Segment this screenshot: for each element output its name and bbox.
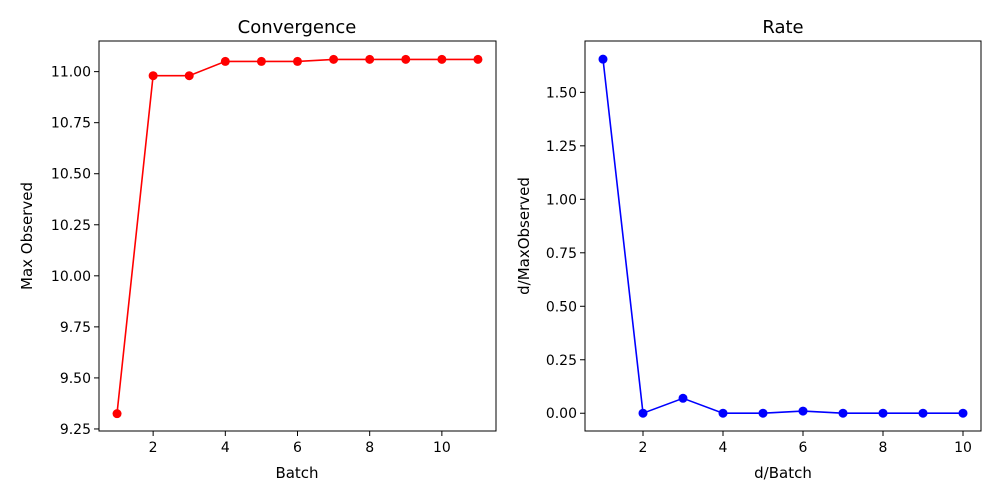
data-point	[758, 408, 768, 418]
x-tick-label: 4	[221, 440, 230, 456]
y-tick-label: 0.00	[546, 406, 577, 422]
data-point	[638, 408, 648, 418]
y-axis-label: Max Observed	[18, 182, 36, 290]
x-tick-label: 2	[639, 440, 648, 456]
data-point	[184, 71, 194, 81]
data-point	[878, 408, 888, 418]
data-point	[838, 408, 848, 418]
data-point	[918, 408, 928, 418]
chart-title: Convergence	[238, 17, 357, 38]
data-point	[256, 56, 266, 66]
x-tick-label: 2	[149, 440, 158, 456]
data-point	[365, 54, 375, 64]
data-point	[220, 56, 230, 66]
series-group	[598, 54, 968, 418]
data-point	[329, 54, 339, 64]
y-tick-label: 11.00	[51, 65, 91, 81]
y-tick-label: 10.00	[51, 269, 91, 285]
data-point	[798, 406, 808, 416]
x-axis-label: d/Batch	[754, 464, 812, 482]
x-tick-label: 6	[293, 440, 302, 456]
data-point	[678, 393, 688, 403]
x-axis-label: Batch	[275, 464, 318, 482]
data-point	[718, 408, 728, 418]
y-tick-label: 9.75	[60, 320, 91, 336]
x-tick-label: 10	[954, 440, 972, 456]
axes-frame	[584, 40, 982, 432]
y-axis-label: d/MaxObserved	[515, 177, 533, 295]
x-tick-label: 10	[433, 440, 451, 456]
x-tick-label: 8	[879, 440, 888, 456]
x-tick-label: 8	[365, 440, 374, 456]
y-tick-label: 1.25	[546, 139, 577, 155]
y-tick-label: 1.00	[546, 192, 577, 208]
series-group	[112, 54, 483, 419]
chart-title: Rate	[762, 17, 803, 38]
chart-rate: Rate d/Batch d/MaxObserved 2 4 6 8 10 0.000.…	[515, 17, 982, 482]
chart-convergence: Convergence Batch Max Observed 2 4 6 8 10 9.…	[18, 17, 497, 482]
y-tick-label: 9.50	[60, 371, 91, 387]
y-axis-ticks: 9.25 9.50 9.75 10.00 10.25 10.50 10.75 11.00	[51, 65, 99, 438]
x-tick-label: 4	[719, 440, 728, 456]
data-point	[293, 56, 302, 66]
y-axis-ticks: 0.00 0.25 0.50 0.75 1.00 1.25 1.50	[546, 85, 585, 422]
y-tick-label: 10.25	[51, 218, 91, 234]
y-tick-label: 10.50	[51, 167, 91, 183]
x-axis-ticks: 2 4 6 8 10	[639, 431, 972, 456]
y-tick-label: 9.25	[60, 422, 91, 438]
data-point	[473, 54, 483, 64]
data-point	[112, 409, 122, 419]
series-line	[602, 59, 963, 415]
y-tick-label: 0.75	[546, 246, 577, 262]
series-line	[116, 58, 478, 414]
x-axis-ticks: 2 4 6 8 10	[149, 431, 451, 456]
x-tick-label: 6	[799, 440, 808, 456]
y-tick-label: 0.50	[546, 299, 577, 315]
y-tick-label: 10.75	[51, 116, 91, 132]
axes-frame	[98, 40, 497, 432]
y-tick-label: 0.25	[546, 353, 577, 369]
data-point	[148, 71, 158, 81]
data-point	[598, 54, 608, 64]
y-tick-label: 1.50	[546, 85, 577, 101]
data-point	[401, 54, 411, 64]
data-point	[958, 408, 968, 418]
data-point	[437, 54, 447, 64]
